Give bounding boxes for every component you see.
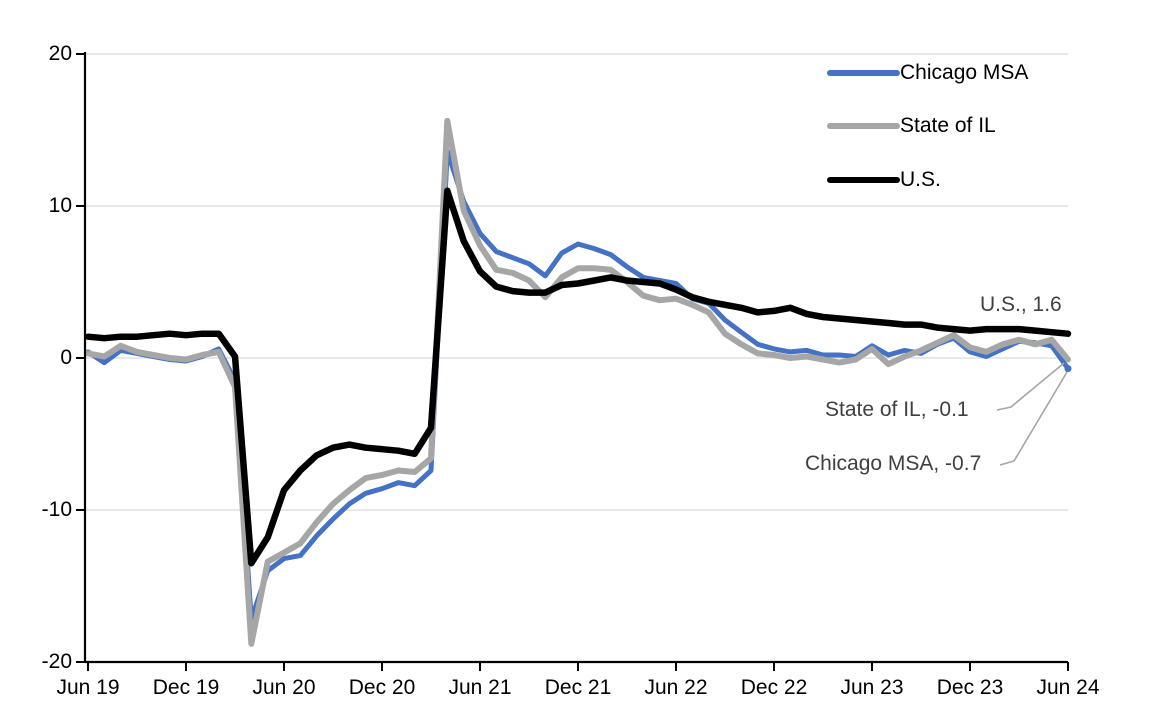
leader-line-chicago-msa (999, 371, 1068, 466)
series-end-dot-chicago-msa (1064, 365, 1072, 373)
series-line-u-s (84, 187, 1072, 567)
legend-label: Chicago MSA (900, 61, 1029, 84)
x-tick-label: Dec 21 (544, 676, 612, 699)
legend-item-state-of-il: State of IL (827, 114, 996, 137)
legend-item-us: U.S. (827, 168, 941, 191)
x-tick-label: Jun 21 (448, 676, 512, 699)
y-tick-label: -10 (41, 498, 72, 521)
x-tick-label: Jun 23 (840, 676, 904, 699)
leader-line-state-of-il (996, 362, 1065, 411)
legend-label: U.S. (900, 168, 941, 191)
annotation-il-end-value: State of IL, -0.1 (825, 398, 969, 421)
y-tick-label: -20 (41, 650, 72, 673)
legend-item-chicago-msa: Chicago MSA (827, 61, 1029, 84)
x-tick-label: Dec 20 (348, 676, 416, 699)
series-line-state-of-il (85, 117, 1071, 647)
legend-swatch-us (827, 177, 900, 183)
x-tick-label: Jun 22 (644, 676, 708, 699)
y-tick-label: 20 (48, 42, 72, 65)
x-tick-label: Jun 24 (1036, 676, 1100, 699)
x-tick-label: Dec 23 (936, 676, 1004, 699)
y-tick-label: 10 (48, 194, 72, 217)
y-tick-label: 0 (60, 346, 72, 369)
x-tick-label: Dec 22 (740, 676, 808, 699)
annotation-chicago-end-value: Chicago MSA, -0.7 (805, 452, 982, 475)
x-tick-label: Dec 19 (152, 676, 220, 699)
legend-label: State of IL (900, 114, 996, 137)
x-tick-label: Jun 20 (252, 676, 316, 699)
legend-swatch-chicago-msa (827, 70, 900, 76)
annotation-us-end-value: U.S., 1.6 (980, 293, 1062, 316)
legend-swatch-state-of-il (827, 123, 900, 129)
x-tick-label: Jun 19 (56, 676, 120, 699)
